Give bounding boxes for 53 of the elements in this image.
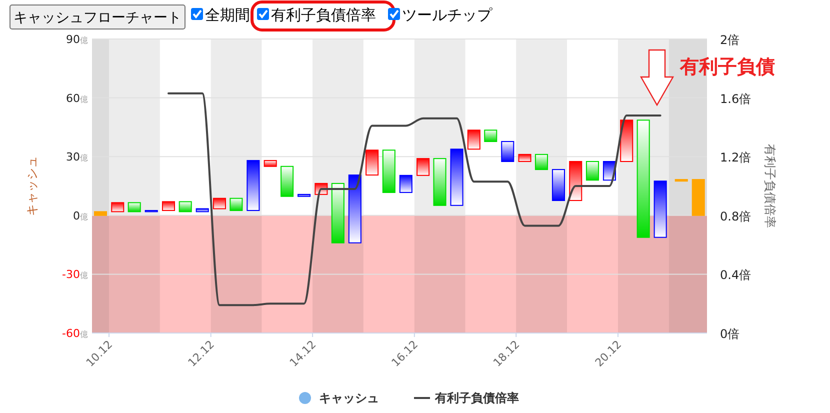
- line-series: [167, 92, 662, 306]
- text: 全期間: [205, 6, 250, 24]
- bar: [569, 161, 582, 202]
- bar: [246, 160, 260, 211]
- bar: [433, 158, 446, 206]
- text: ツールチップ: [402, 6, 493, 24]
- bar: [654, 180, 667, 238]
- y-tick-label: -60億: [62, 327, 88, 340]
- y2-tick-label: 1.6倍: [720, 92, 752, 106]
- bar: [467, 130, 480, 150]
- bar: [692, 179, 705, 216]
- bar: [620, 120, 634, 162]
- y2-tick-label: 2倍: [720, 33, 740, 47]
- bar: [331, 182, 344, 244]
- bar: [416, 158, 430, 176]
- bar: [178, 201, 192, 212]
- bar: [128, 202, 141, 212]
- bar: [484, 130, 498, 142]
- bar: [382, 150, 396, 193]
- y-tick-label: 30億: [66, 150, 88, 164]
- bar: [586, 161, 599, 181]
- y2-axis-title: 有利子負債倍率: [763, 144, 777, 228]
- bar: [264, 160, 277, 167]
- bar: [450, 148, 464, 206]
- bar: [518, 154, 532, 162]
- y-tick-label: 90億: [66, 33, 88, 46]
- bar: [230, 198, 243, 211]
- bar: [501, 141, 514, 162]
- y2-tick-label: 0倍: [720, 327, 740, 341]
- bar: [212, 198, 226, 210]
- bar: [196, 208, 209, 212]
- y2-tick-label: 0.4倍: [720, 268, 752, 282]
- annotation: 有利子負債: [679, 56, 775, 78]
- bar: [94, 211, 108, 216]
- y2-tick-label: 0.8倍: [720, 209, 752, 224]
- y-axis-title: キャッシュ: [25, 156, 39, 216]
- bar: [366, 150, 379, 176]
- bar: [280, 166, 294, 197]
- legend-label: 有利子負債倍率: [434, 391, 519, 405]
- y-tick-label: 0億: [73, 209, 88, 222]
- text: 有利子負債倍率: [271, 6, 376, 24]
- bar: [399, 174, 412, 193]
- legend-label: キャッシュ: [319, 391, 379, 405]
- bar: [111, 202, 124, 212]
- bar: [162, 201, 176, 211]
- y2-tick-label: 1.2倍: [720, 150, 752, 165]
- bar: [636, 120, 650, 238]
- bar: [534, 154, 548, 170]
- y-tick-label: 60億: [66, 92, 88, 105]
- y-tick-label: -30億: [62, 268, 88, 282]
- bar: [552, 169, 565, 202]
- bar: [348, 174, 362, 244]
- text: キャッシュフローチャート: [14, 10, 182, 26]
